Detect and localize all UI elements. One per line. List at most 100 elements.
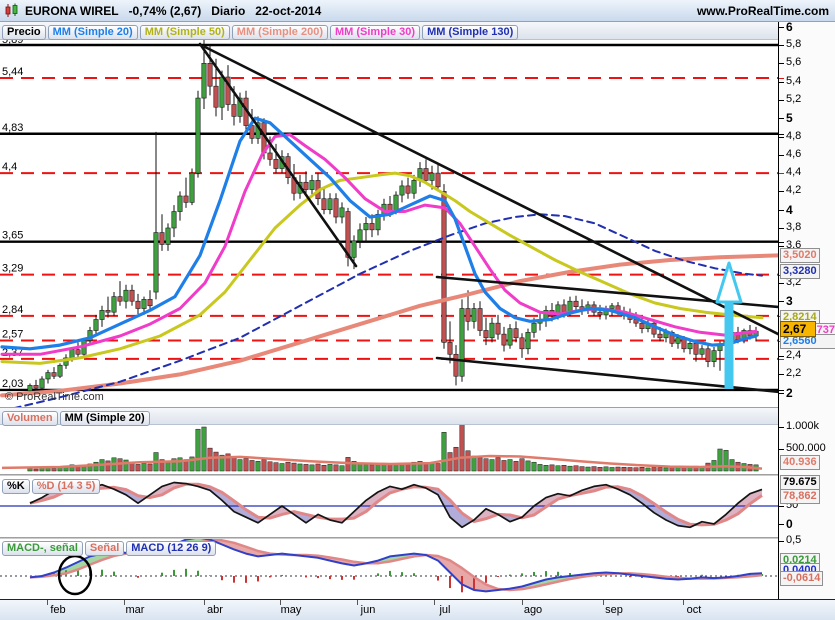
candle-body xyxy=(207,62,213,87)
axis-label: 2,2 xyxy=(786,367,802,380)
title-bar: EURONA WIREL -0,74% (2,67) Diario 22-oct… xyxy=(0,0,835,22)
trendline[interactable] xyxy=(198,42,358,268)
indicator-button-%d-14-3-5-[interactable]: %D (14 3 5) xyxy=(31,479,101,494)
candle-body xyxy=(375,213,381,231)
candle-body xyxy=(459,308,465,377)
volume-bar xyxy=(441,432,447,472)
macd-histogram-bar xyxy=(317,576,319,579)
price-level-label: 4,4 xyxy=(2,161,17,173)
volume-bar xyxy=(201,426,207,472)
volume-bar xyxy=(321,465,327,472)
axis-label: 4,2 xyxy=(786,184,802,197)
candle-body xyxy=(393,194,399,212)
volume-bar xyxy=(405,464,411,472)
volume-ma-line xyxy=(1,454,763,470)
candle-body xyxy=(75,349,81,355)
volume-bar xyxy=(303,464,309,472)
candle-body xyxy=(177,195,183,212)
indicator-button-macd-12-26-9-[interactable]: MACD (12 26 9) xyxy=(126,541,217,556)
indicator-button-%k[interactable]: %K xyxy=(2,479,30,494)
candle-body xyxy=(153,232,159,293)
candle-body xyxy=(705,348,711,362)
volume-bar xyxy=(507,459,513,472)
volume-bar xyxy=(525,460,531,472)
indicator-button-precio[interactable]: Precio xyxy=(2,25,46,40)
indicator-button-se-al[interactable]: Señal xyxy=(84,541,125,556)
macd-histogram-bar xyxy=(341,576,343,580)
trendline[interactable] xyxy=(203,45,778,340)
indicator-button-mm-simple-20-[interactable]: MM (Simple 20) xyxy=(59,411,150,426)
price-level-label: 4,83 xyxy=(2,122,23,134)
candle-body xyxy=(219,76,225,108)
candle-body xyxy=(711,350,717,362)
candle-body xyxy=(69,349,75,359)
candle-body xyxy=(447,342,453,355)
candle-body xyxy=(519,337,525,350)
volume-bar xyxy=(381,464,387,472)
volume-bar xyxy=(147,463,153,472)
volume-bar xyxy=(195,428,201,472)
volume-bar xyxy=(459,424,465,472)
indicator-band xyxy=(354,500,366,519)
buy-arrow-head[interactable] xyxy=(715,261,743,304)
time-axis[interactable]: feb mar abr may jun jul ago sep oct xyxy=(0,599,835,620)
volume-bar xyxy=(555,465,561,472)
volume-bar xyxy=(327,464,333,472)
candle-body xyxy=(405,185,411,194)
month-tick xyxy=(124,600,125,605)
indicator-button-mm-simple-200-[interactable]: MM (Simple 200) xyxy=(231,25,328,40)
candle-body xyxy=(231,104,237,117)
volume-bar xyxy=(597,467,603,472)
indicator-button-mm-simple-30-[interactable]: MM (Simple 30) xyxy=(329,25,421,40)
macd-histogram-bar xyxy=(305,576,307,578)
volume-bar xyxy=(633,467,639,472)
pane-divider[interactable] xyxy=(0,474,835,476)
month-label-jul: jul xyxy=(439,604,451,616)
axis-label: 5,4 xyxy=(786,74,802,87)
month-label-oct: oct xyxy=(686,604,702,616)
month-label-jun: jun xyxy=(360,604,376,616)
volume-bar xyxy=(369,464,375,472)
macd-histogram-bar xyxy=(485,576,487,583)
buy-arrow-shaft[interactable] xyxy=(724,301,734,389)
axis-tick xyxy=(779,45,784,46)
volume-bar xyxy=(447,452,453,472)
axis-label: 5,8 xyxy=(786,38,802,50)
volume-bar xyxy=(171,458,177,472)
indicator-button-mm-simple-50-[interactable]: MM (Simple 50) xyxy=(139,25,230,40)
indicator-button-mm-simple-20-[interactable]: MM (Simple 20) xyxy=(47,25,138,40)
volume-chart[interactable] xyxy=(0,408,778,474)
indicator-band xyxy=(462,568,474,590)
axis-label: 5,2 xyxy=(786,92,802,105)
indicator-button-macd-se-al[interactable]: MACD-, señal xyxy=(2,541,83,556)
volume-bar xyxy=(435,463,441,472)
axis-tick xyxy=(779,173,784,175)
pane-divider[interactable] xyxy=(0,537,835,539)
volume-bar xyxy=(501,460,507,472)
volume-bar xyxy=(723,450,729,472)
macd-histogram-bar xyxy=(269,576,271,578)
macd-histogram-bar xyxy=(557,571,559,576)
axis-label: 6 xyxy=(786,19,793,34)
candle-body xyxy=(441,191,447,343)
macd-histogram-bar xyxy=(701,574,703,576)
price-level-label: 3,29 xyxy=(2,263,23,275)
indicator-button-mm-simple-130-[interactable]: MM (Simple 130) xyxy=(422,25,519,40)
candle-body xyxy=(183,195,189,203)
stochastic-chart[interactable] xyxy=(0,476,778,537)
period-label[interactable]: Diario xyxy=(211,3,246,18)
annotation-ellipse[interactable] xyxy=(57,554,93,596)
volume-bar xyxy=(477,457,483,472)
macd-histogram-bar xyxy=(353,576,355,580)
price-chart[interactable]: 5,895,444,834,43,653,292,842,572,372,03 xyxy=(0,22,778,407)
axis-label: 2,4 xyxy=(786,349,802,362)
volume-bar xyxy=(207,447,213,472)
axis-tick xyxy=(779,389,784,391)
indicator-button-volumen[interactable]: Volumen xyxy=(2,411,58,426)
indicator-band xyxy=(234,542,246,554)
candle-body xyxy=(531,322,537,333)
axis-label: 1.000k xyxy=(786,420,820,432)
volume-bar xyxy=(159,459,165,472)
candle-body xyxy=(225,76,231,105)
price-axis-column[interactable]: 6 5,8 5,6 5,4 5,2 5 4,8 4,6 4,4 4,2 4 3,8 3,6 3,2 3 2,4… xyxy=(778,19,835,599)
